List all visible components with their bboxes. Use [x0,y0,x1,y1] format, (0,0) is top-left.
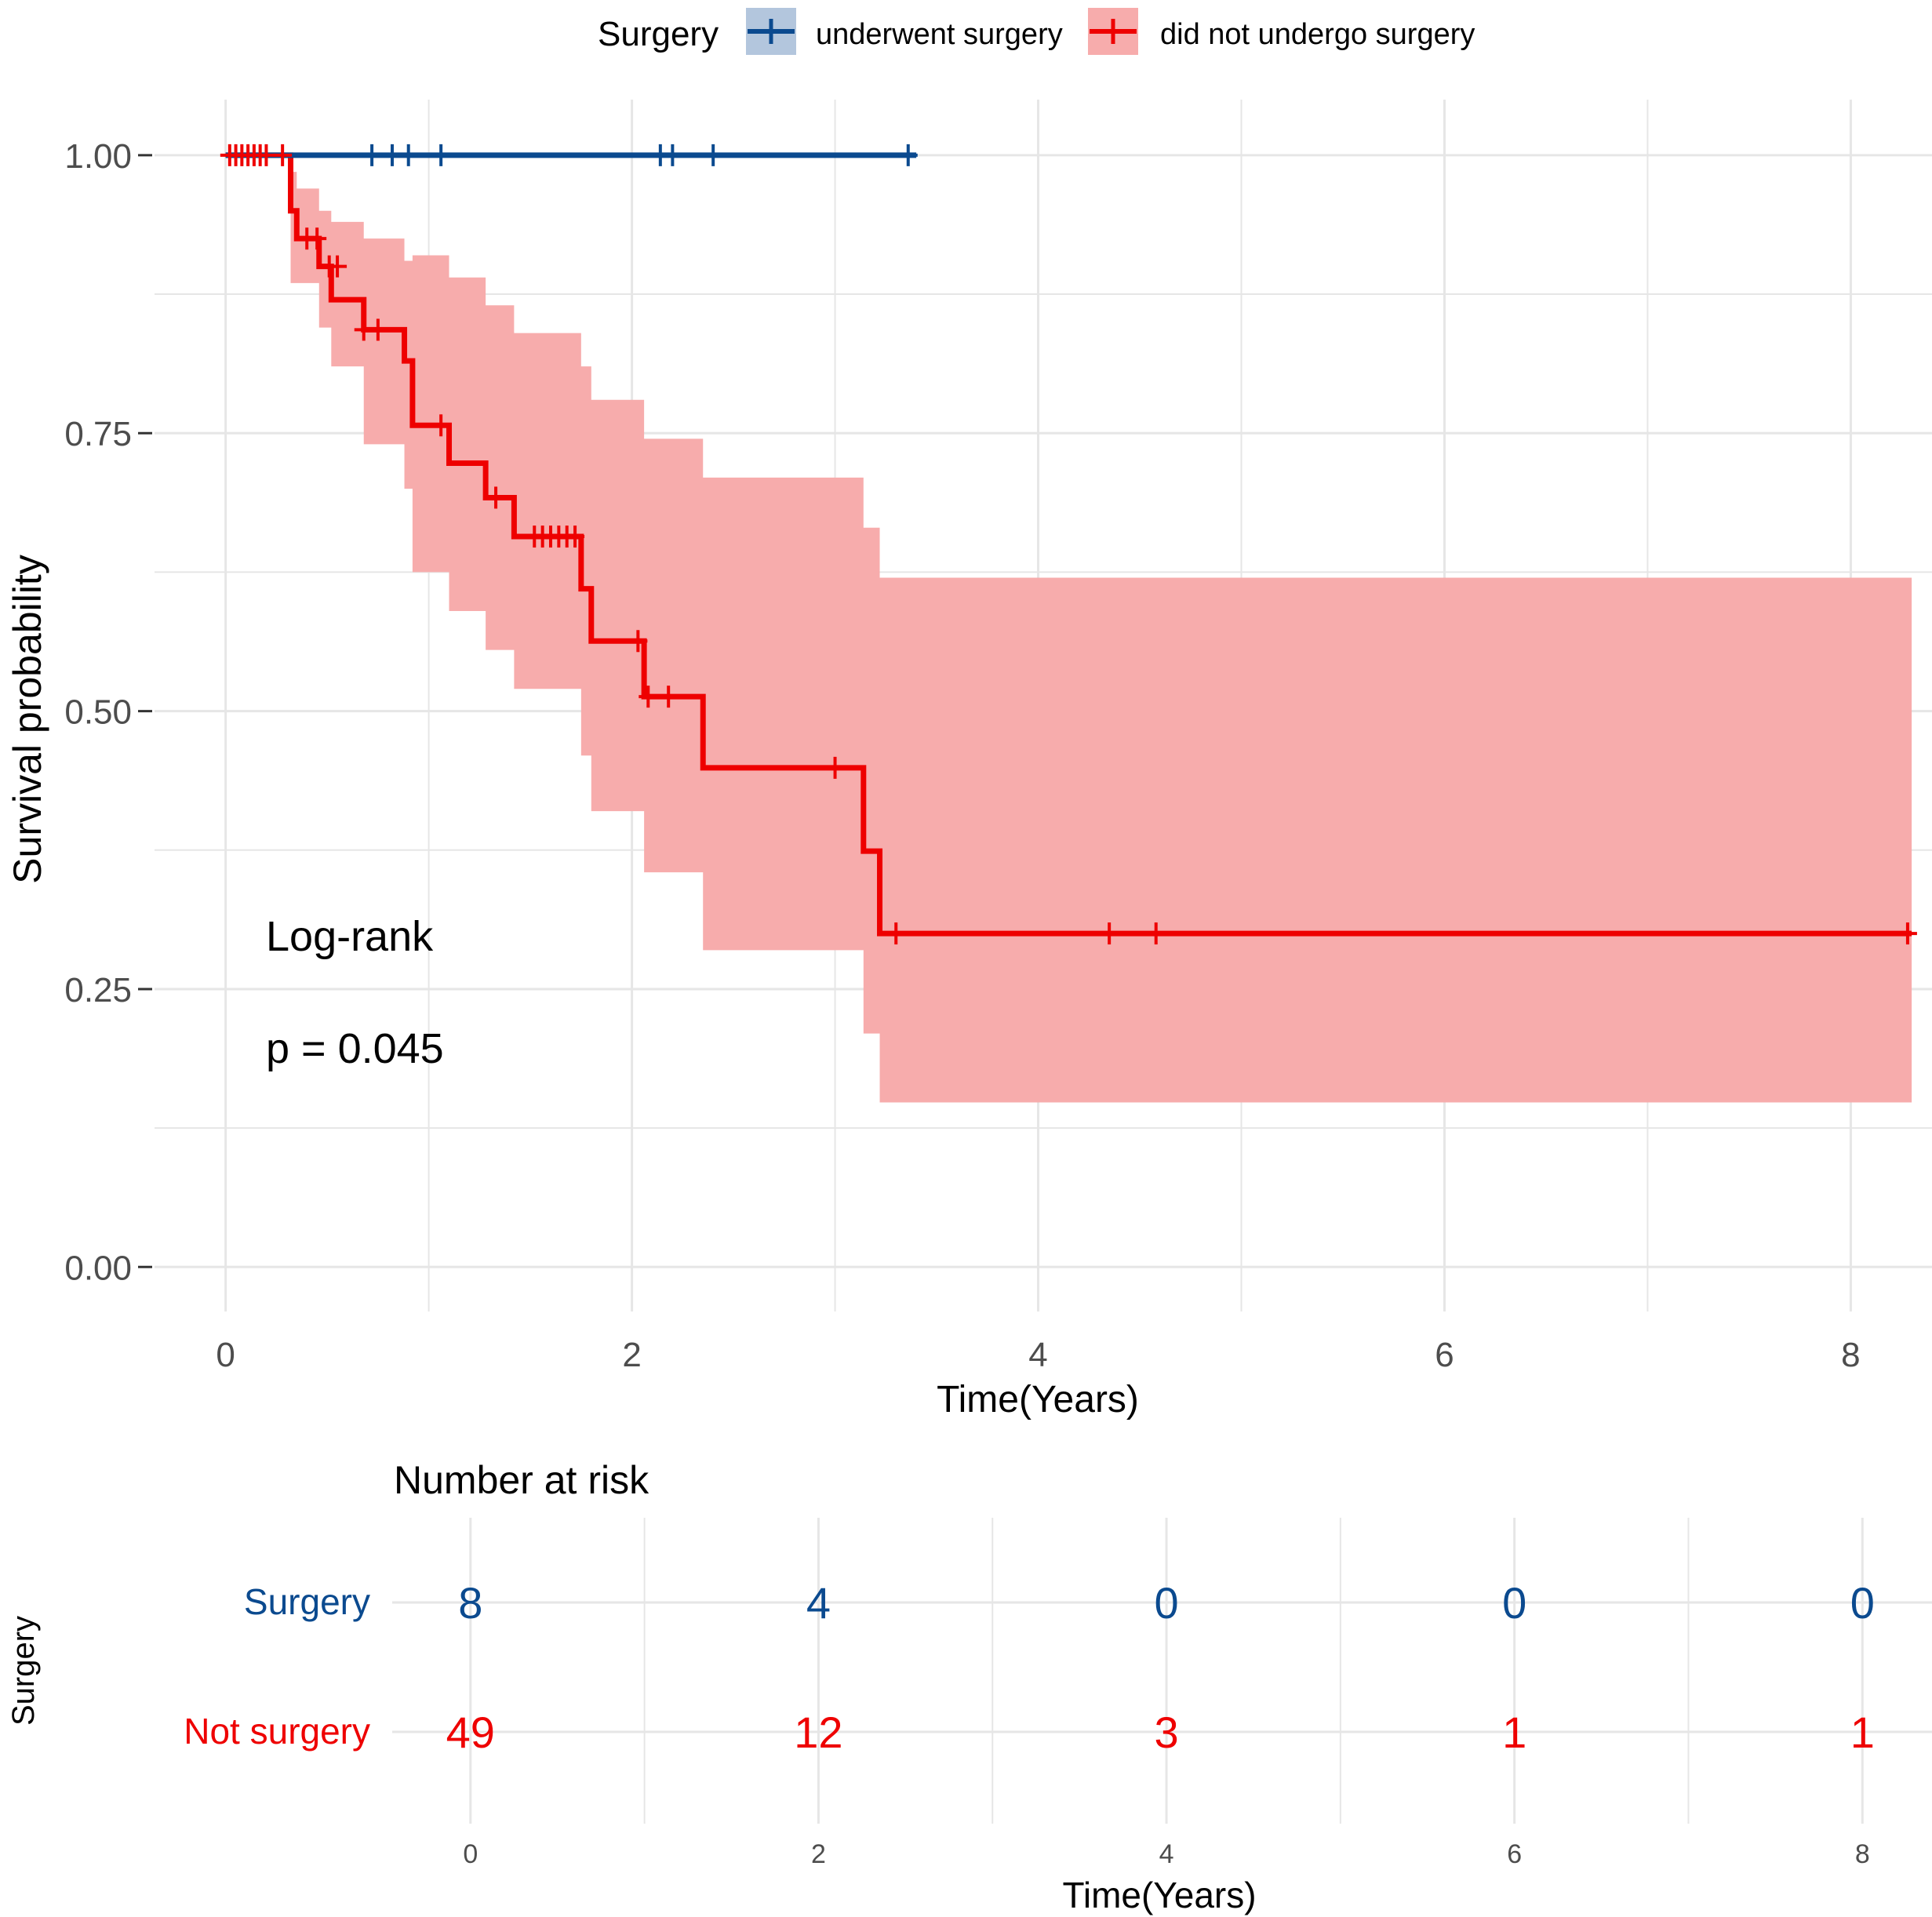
censor-marks [220,144,1917,945]
risk-cell-value: 0 [1850,1578,1875,1628]
risk-x-tick-label: 4 [1159,1839,1174,1869]
censor-mark-surgery [431,144,451,166]
censor-mark-no_surgery [639,686,658,708]
risk-cell-value: 0 [1502,1578,1526,1628]
logrank-label: Log-rank [266,913,434,960]
risk-table-y-title: Surgery [6,1616,41,1726]
risk-cell-value: 8 [458,1578,482,1628]
y-tick-label: 0.50 [64,693,132,732]
survival-curve-no_surgery [225,152,1912,937]
risk-row-label: Surgery [244,1581,370,1622]
censor-mark-no_surgery [1897,922,1917,945]
censor-mark-no_surgery [431,414,451,437]
legend: Surgery underwent surgery did not underg… [598,8,1475,55]
risk-table-x-title: Time(Years) [1062,1875,1256,1915]
risk-row-label: Not surgery [184,1711,370,1751]
legend-title: Surgery [598,15,719,53]
x-tick-label: 8 [1841,1336,1860,1374]
y-axis-title: Survival probability [5,555,49,884]
censor-mark-no_surgery [1146,922,1166,945]
censor-mark-no_surgery [886,922,906,945]
risk-cell-value: 49 [446,1708,495,1757]
censor-mark-no_surgery [628,630,648,653]
pvalue-label: p = 0.045 [266,1025,444,1072]
censor-mark-no_surgery [566,526,585,548]
censor-mark-no_surgery [328,255,347,278]
risk-cell-value: 4 [806,1578,831,1628]
y-tick-label: 1.00 [64,137,132,176]
censor-mark-surgery [663,144,682,166]
risk-cell-value: 1 [1850,1708,1875,1757]
censor-mark-surgery [398,144,418,166]
censor-mark-no_surgery [368,318,387,341]
confidence-band-group [290,172,1912,1103]
censor-mark-no_surgery [486,486,506,509]
censor-mark-no_surgery [825,756,845,779]
x-tick-label: 2 [622,1336,641,1374]
risk-cell-value: 0 [1154,1578,1178,1628]
censor-mark-surgery [898,144,918,166]
censor-mark-no_surgery [273,144,293,166]
x-axis-title: Time(Years) [937,1379,1139,1420]
censor-mark-no_surgery [659,686,679,708]
legend-label-no-surgery: did not undergo surgery [1160,18,1475,51]
x-tick-label: 6 [1435,1336,1454,1374]
main-axes: 0.00 0.25 0.50 0.75 1.00 0 2 4 6 8 [64,137,1860,1374]
risk-cell-value: 12 [794,1708,842,1757]
risk-x-tick-label: 0 [463,1839,478,1869]
risk-table-title: Number at risk [394,1458,649,1502]
censor-mark-no_surgery [307,227,327,250]
ci-band-no_surgery [290,172,1912,1103]
x-tick-label: 0 [216,1336,235,1374]
censor-mark-no_surgery [257,144,276,166]
survival-curves [225,152,1912,937]
censor-mark-surgery [362,144,382,166]
legend-label-surgery: underwent surgery [816,18,1063,51]
censor-mark-no_surgery [1100,922,1119,945]
risk-table-grid [392,1518,1932,1824]
risk-x-tick-label: 8 [1855,1839,1870,1869]
y-tick-label: 0.00 [64,1249,132,1287]
y-tick-label: 0.75 [64,415,132,453]
x-tick-label: 4 [1028,1336,1047,1374]
risk-x-tick-label: 6 [1507,1839,1522,1869]
y-tick-label: 0.25 [64,971,132,1009]
risk-cell-value: 3 [1154,1708,1178,1757]
risk-table-cells: Surgery 8 4 0 0 0 Not surgery 49 12 3 1 1 0 2 4 6 8 [184,1578,1875,1869]
censor-mark-surgery [704,144,723,166]
risk-cell-value: 1 [1502,1708,1526,1757]
risk-x-tick-label: 2 [811,1839,826,1869]
censor-mark-surgery [382,144,402,166]
